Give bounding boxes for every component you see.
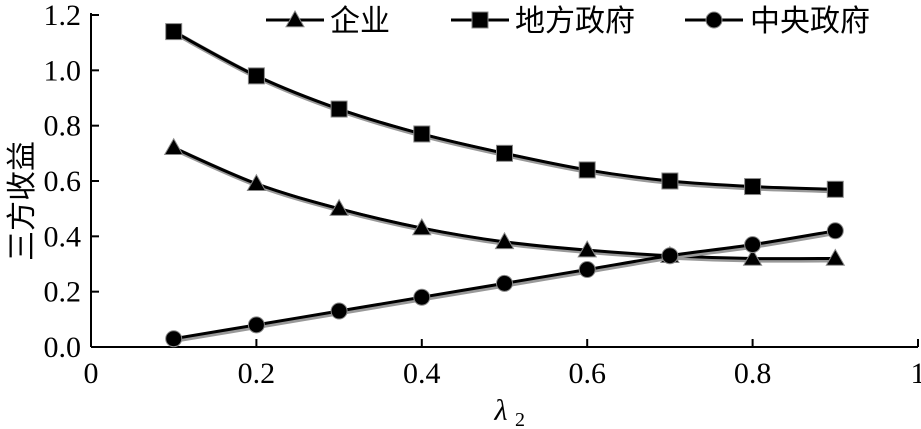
x-tick-label: 0	[84, 357, 99, 390]
x-axis-label: λ 2	[494, 394, 526, 429]
data-point-square	[826, 180, 844, 198]
legend-marker-triangle	[285, 9, 305, 28]
x-tick-label: 0.6	[568, 357, 606, 390]
data-point-square	[165, 23, 183, 41]
data-point-triangle	[329, 198, 349, 216]
data-point-square	[578, 161, 596, 179]
y-axis-label: 三方收益	[5, 141, 40, 261]
series-line	[172, 30, 836, 191]
legend-item: 中央政府	[685, 4, 870, 39]
y-tick-label: 1.0	[44, 54, 82, 87]
data-point-circle	[826, 222, 844, 240]
legend-label: 地方政府	[515, 4, 635, 39]
legend-marker-circle	[705, 11, 723, 29]
data-point-triangle	[163, 137, 184, 156]
data-point-square	[247, 67, 265, 85]
data-point-circle	[661, 247, 679, 265]
series-triangle	[163, 137, 846, 266]
axis-labels: 三方收益 λ 2	[5, 141, 525, 429]
x-tick-label: 0.8	[734, 357, 772, 390]
legend-label: 中央政府	[750, 4, 870, 39]
data-point-square	[744, 178, 762, 196]
data-point-square	[496, 144, 513, 162]
data-point-triangle	[825, 248, 846, 266]
data-point-square	[413, 125, 431, 143]
y-tick-label: 1.2	[44, 0, 82, 32]
data-point-square	[661, 172, 679, 190]
data-point-triangle	[246, 173, 267, 192]
data-point-circle	[744, 236, 762, 254]
x-tick-label: 0.4	[403, 357, 441, 390]
legend-item: 地方政府	[451, 4, 635, 39]
data-point-circle	[330, 302, 348, 320]
data-point-triangle	[411, 218, 432, 236]
data-point-circle	[413, 288, 431, 306]
data-point-square	[330, 100, 348, 118]
legend: 企业 地方政府 中央政府	[266, 4, 870, 39]
series-layer	[163, 23, 846, 348]
ticks: 0 0.2 0.4 0.6 0.8 1 0.0 0.2 0.4 0.6 0.8 1.0 1.2	[44, 0, 921, 390]
data-point-circle	[247, 316, 265, 334]
x-axis-label-subscript: 2	[515, 409, 525, 429]
data-point-triangle	[742, 248, 763, 266]
y-tick-label: 0.0	[44, 331, 82, 364]
series-circle	[165, 222, 844, 348]
legend-marker-square	[471, 11, 489, 29]
data-point-circle	[578, 261, 596, 279]
x-tick-label: 1	[911, 357, 921, 390]
data-point-triangle	[577, 240, 598, 258]
y-tick-label: 0.2	[44, 276, 82, 309]
legend-item: 企业	[266, 4, 390, 39]
data-point-circle	[496, 274, 513, 292]
series-line-shadow	[174, 30, 837, 194]
y-tick-label: 0.4	[44, 220, 82, 253]
legend-label: 企业	[330, 4, 390, 39]
x-tick-label: 0.2	[238, 357, 276, 390]
data-point-triangle	[494, 231, 515, 250]
series-square	[165, 23, 844, 198]
y-tick-label: 0.6	[44, 165, 82, 198]
data-point-circle	[165, 330, 183, 348]
x-axis-label-main: λ	[494, 394, 508, 427]
y-tick-label: 0.8	[44, 110, 82, 143]
axes	[90, 13, 918, 348]
